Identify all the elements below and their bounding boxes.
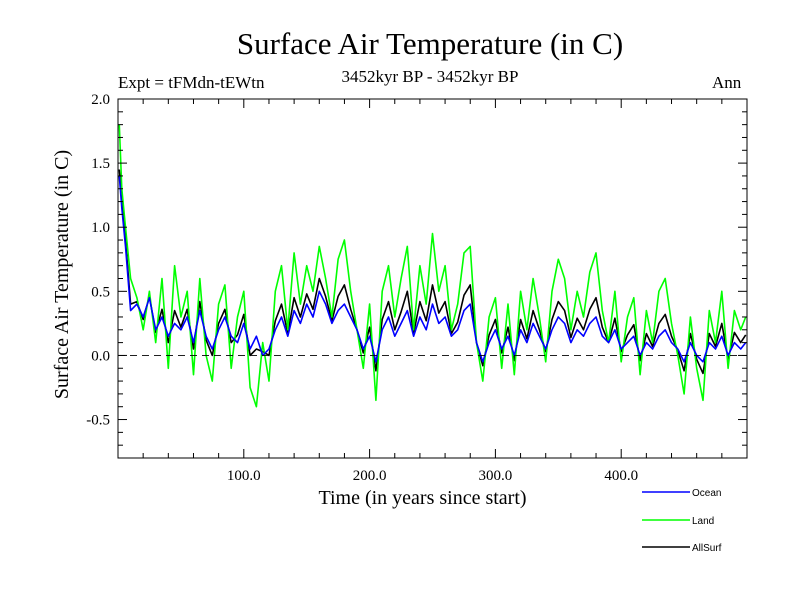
- x-tick-label: 200.0: [353, 468, 387, 484]
- experiment-label: Expt = tFMdn-tEWtn: [118, 73, 265, 92]
- plot-frame: [117, 98, 748, 459]
- y-axis-label: Surface Air Temperature (in C): [51, 150, 73, 399]
- series-line-allsurf: [118, 169, 747, 375]
- x-tick-label: 400.0: [604, 468, 638, 484]
- chart-title: Surface Air Temperature (in C): [236, 26, 624, 61]
- x-tick-label: 100.0: [227, 468, 261, 484]
- x-tick-label: 300.0: [479, 468, 513, 484]
- series-line-ocean: [118, 175, 747, 363]
- y-tick-label: 1.0: [91, 220, 110, 236]
- y-tick-label: 1.5: [91, 156, 110, 172]
- y-tick-label: 0.0: [91, 348, 110, 364]
- series-line-land: [118, 124, 747, 408]
- legend-label-allsurf: AllSurf: [692, 543, 722, 554]
- y-tick-label: 2.0: [91, 92, 110, 108]
- legend-label-ocean: Ocean: [692, 488, 721, 499]
- period-label: 3452kyr BP - 3452kyr BP: [341, 67, 519, 86]
- series-layer: [118, 124, 747, 408]
- x-tick-labels: 100.0 200.0 300.0 400.0: [227, 468, 638, 484]
- season-label: Ann: [712, 73, 742, 92]
- x-axis-label: Time (in years since start): [318, 487, 526, 509]
- legend-label-land: Land: [692, 516, 714, 527]
- axis-ticks: [118, 99, 747, 458]
- y-tick-label: 0.5: [91, 284, 110, 300]
- y-tick-labels: -0.5 0.0 0.5 1.0 1.5 2.0: [86, 92, 110, 429]
- legend: Ocean Land AllSurf: [642, 488, 722, 554]
- y-tick-label: -0.5: [86, 413, 110, 429]
